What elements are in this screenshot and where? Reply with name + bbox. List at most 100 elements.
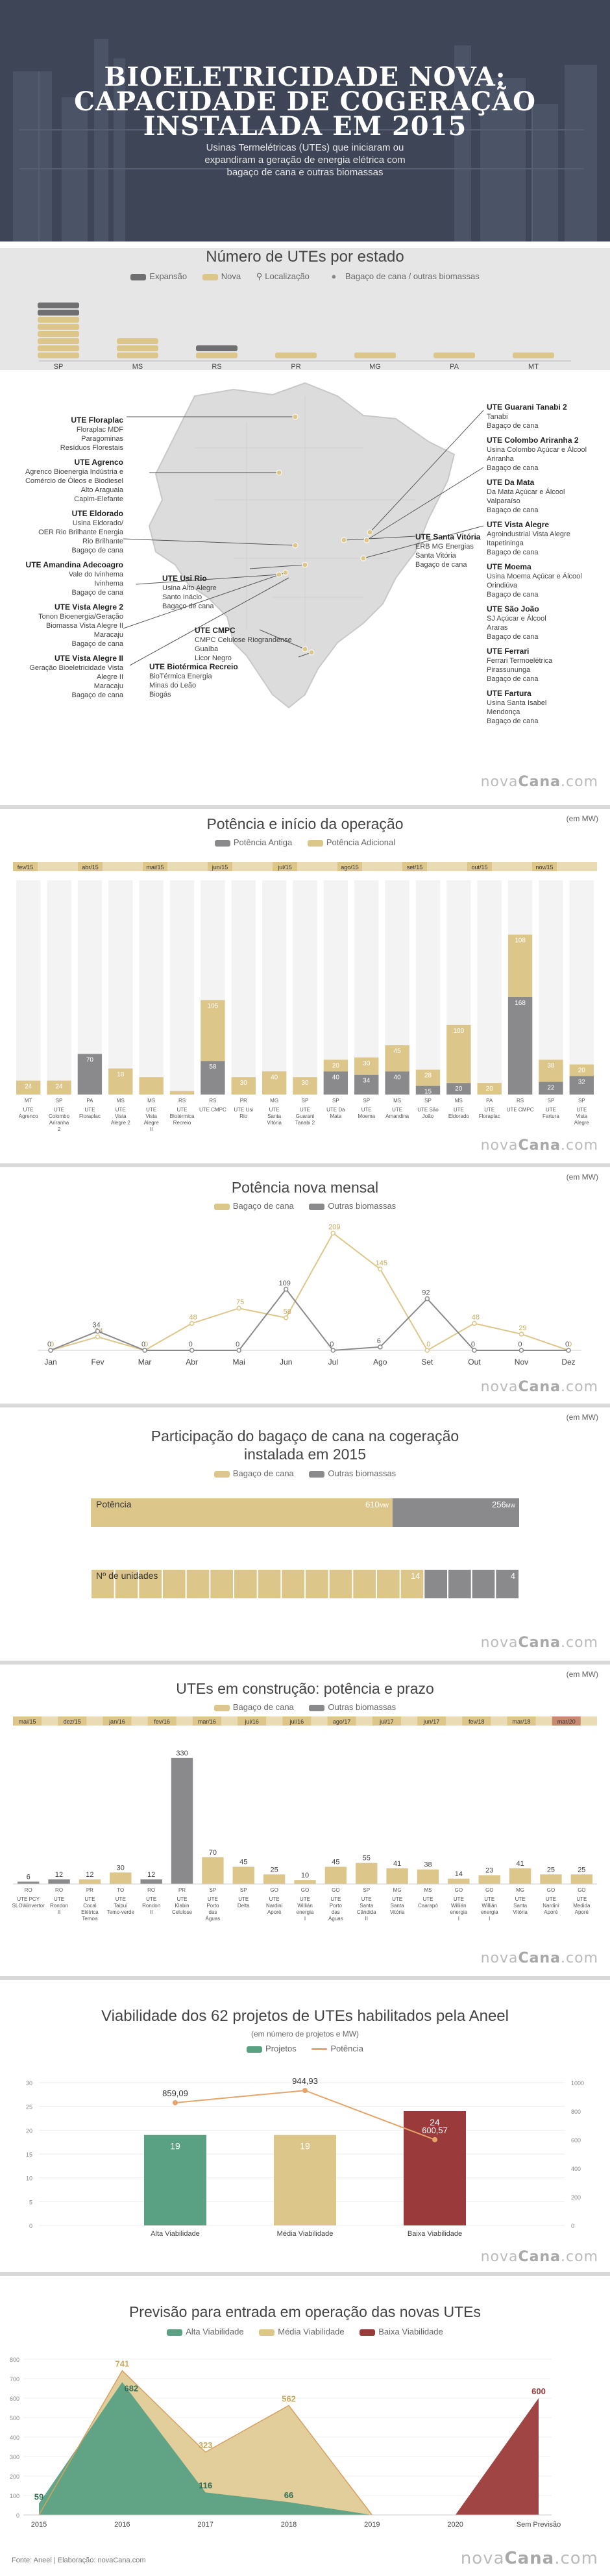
series-value-label: 0: [426, 1341, 430, 1348]
construction-ute-name: Cocal: [83, 1903, 97, 1909]
label-potencia-antiga: 168: [515, 1000, 526, 1007]
construction-ute-name: UTE: [392, 1896, 402, 1902]
bar-ute-name: UTE: [177, 1107, 188, 1113]
section-viabilidade: Viabilidade dos 62 projetos de UTEs habi…: [0, 1980, 610, 2272]
timeline-tag: [238, 1716, 267, 1726]
series-point: [424, 1348, 430, 1353]
state-expansion-block: [196, 345, 238, 351]
timeline-label: nov/15: [535, 864, 553, 871]
timeline-tag: [372, 1716, 401, 1726]
series-value-label: 0: [189, 1341, 193, 1348]
map-ute-detail: Bagaço de cana: [71, 691, 123, 699]
state-label: RS: [212, 363, 221, 369]
series-point: [330, 1348, 336, 1353]
map-ute-name: UTE Agrenco: [74, 458, 123, 467]
state-label: MT: [528, 363, 539, 369]
month-label: Jul: [328, 1357, 338, 1367]
bar-ute-name: Santa: [267, 1113, 281, 1119]
brand-logo: novaCana.com: [480, 2249, 598, 2265]
timeline-label: mar/16: [198, 1718, 216, 1725]
construction-ute-name: UTE: [515, 1896, 526, 1902]
construction-bar: [540, 1874, 562, 1884]
bar-track: [108, 880, 133, 1095]
timeline-label: jun/17: [423, 1718, 440, 1725]
month-label: Out: [468, 1357, 481, 1367]
header-subtitle-line2: expandiram a geração de energia elétrica…: [204, 155, 406, 166]
bar-potencia-adicional: [323, 1059, 348, 1072]
map-ute-detail: Maracaju: [93, 631, 123, 639]
bar-ute-name: João: [422, 1113, 434, 1119]
bar-ute-name: Alegre: [574, 1120, 590, 1126]
series-point: [283, 1315, 289, 1320]
state-new-block: [38, 324, 79, 330]
construction-state: SP: [240, 1887, 247, 1893]
legend-baixa: Baixa Viabilidade: [378, 2327, 443, 2336]
map-marker: [276, 571, 282, 578]
label-potencia-adicional: 28: [424, 1072, 432, 1080]
bar-ute-name: 2: [58, 1126, 61, 1132]
legend-projetos: Projetos: [265, 2044, 297, 2053]
projects-bar: [404, 2111, 466, 2225]
timeline-label: jul/16: [289, 1718, 304, 1725]
timeline-label: jul/16: [244, 1718, 259, 1725]
map-ute-detail: Orindiúva: [487, 582, 518, 589]
timeline-tag: [462, 1716, 491, 1726]
year-label: Sem Previsão: [517, 2521, 561, 2529]
series-point: [330, 1230, 336, 1236]
bar-potencia-adicional: [354, 1057, 379, 1075]
construction-bar: [386, 1868, 408, 1884]
series-point: [189, 1320, 195, 1326]
bar-track: [477, 880, 502, 1095]
section2-title: Potência e início da operação: [206, 815, 404, 832]
label-potencia-adicional: 24: [55, 1084, 63, 1091]
construction-bar: [48, 1879, 70, 1884]
location-pin-icon: ⚲: [256, 271, 263, 281]
map-ute-detail: Agroindustrial Vista Alegre: [487, 530, 570, 538]
bar-ute-name: Vista: [115, 1113, 127, 1119]
unit-block: [139, 1570, 162, 1598]
header-subtitle-line1: Usinas Termelétricas (UTEs) que iniciara…: [206, 142, 404, 153]
construction-value: 330: [176, 1750, 188, 1757]
bar-potencia-adicional: [293, 1077, 317, 1095]
brand-logo: novaCana.com: [480, 1950, 598, 1966]
section3-title: Potência nova mensal: [231, 1179, 379, 1196]
bar-state-label: MS: [393, 1098, 401, 1104]
bar-potencia-antiga: [201, 1061, 225, 1095]
map-ute-label: UTE Da Mata Da Mata Açúcar e Álcool Valpar…: [487, 478, 604, 515]
construction-ute-name: Willián: [482, 1903, 497, 1909]
map-ute-detail: Ferrari Termoelétrica: [487, 657, 553, 665]
bar-track: [323, 880, 348, 1095]
y-axis-tick: 200: [10, 2473, 19, 2480]
construction-ute-name: Medida: [573, 1903, 591, 1909]
series-point: [472, 1320, 477, 1326]
construction-bar: [232, 1866, 254, 1884]
divider: [0, 1976, 610, 1980]
unit-block: [306, 1570, 328, 1598]
monthly-line-chart: 02404875582091450482900340001090692000Ja…: [38, 1224, 581, 1367]
map-ute-label: UTE CMPC CMPC Celulose Riograndense Guaíba…: [195, 626, 305, 663]
construction-value: 25: [271, 1866, 278, 1874]
right-axis-tick: 400: [571, 2166, 581, 2172]
construction-ute-name: Aporé: [267, 1909, 282, 1915]
bar-potencia-antiga: [77, 1054, 103, 1095]
series-point: [566, 1348, 571, 1353]
share-outras: [392, 1498, 519, 1527]
label-potencia-adicional: 20: [486, 1085, 494, 1093]
timeline-tag: [13, 1716, 42, 1726]
bar-potencia-adicional: [415, 1069, 441, 1086]
section5-title: UTEs em construção: potência e prazo: [176, 1680, 434, 1697]
map-ute-detail: Usina Moema Açúcar e Álcool: [487, 573, 582, 580]
map-ute-detail: Rio Brilhante: [82, 538, 123, 545]
projects-value: 19: [170, 2141, 180, 2151]
timeline-tag: [507, 1716, 536, 1726]
map-ute-detail: Araras: [487, 624, 508, 632]
construction-value: 25: [547, 1866, 555, 1874]
construction-bar: [294, 1880, 316, 1884]
map-ute-label: UTE Ferrari Ferrari Termoelétrica Pirassun…: [487, 647, 604, 684]
timeline-tag: [143, 862, 167, 871]
map-ute-detail: SJ Açúcar e Álcool: [487, 615, 546, 623]
map-ute-name: UTE Vista Alegre II: [54, 654, 123, 663]
left-axis-tick: 15: [26, 2151, 32, 2158]
right-axis-tick: 1000: [571, 2080, 584, 2087]
label-potencia-antiga: 34: [363, 1078, 371, 1085]
